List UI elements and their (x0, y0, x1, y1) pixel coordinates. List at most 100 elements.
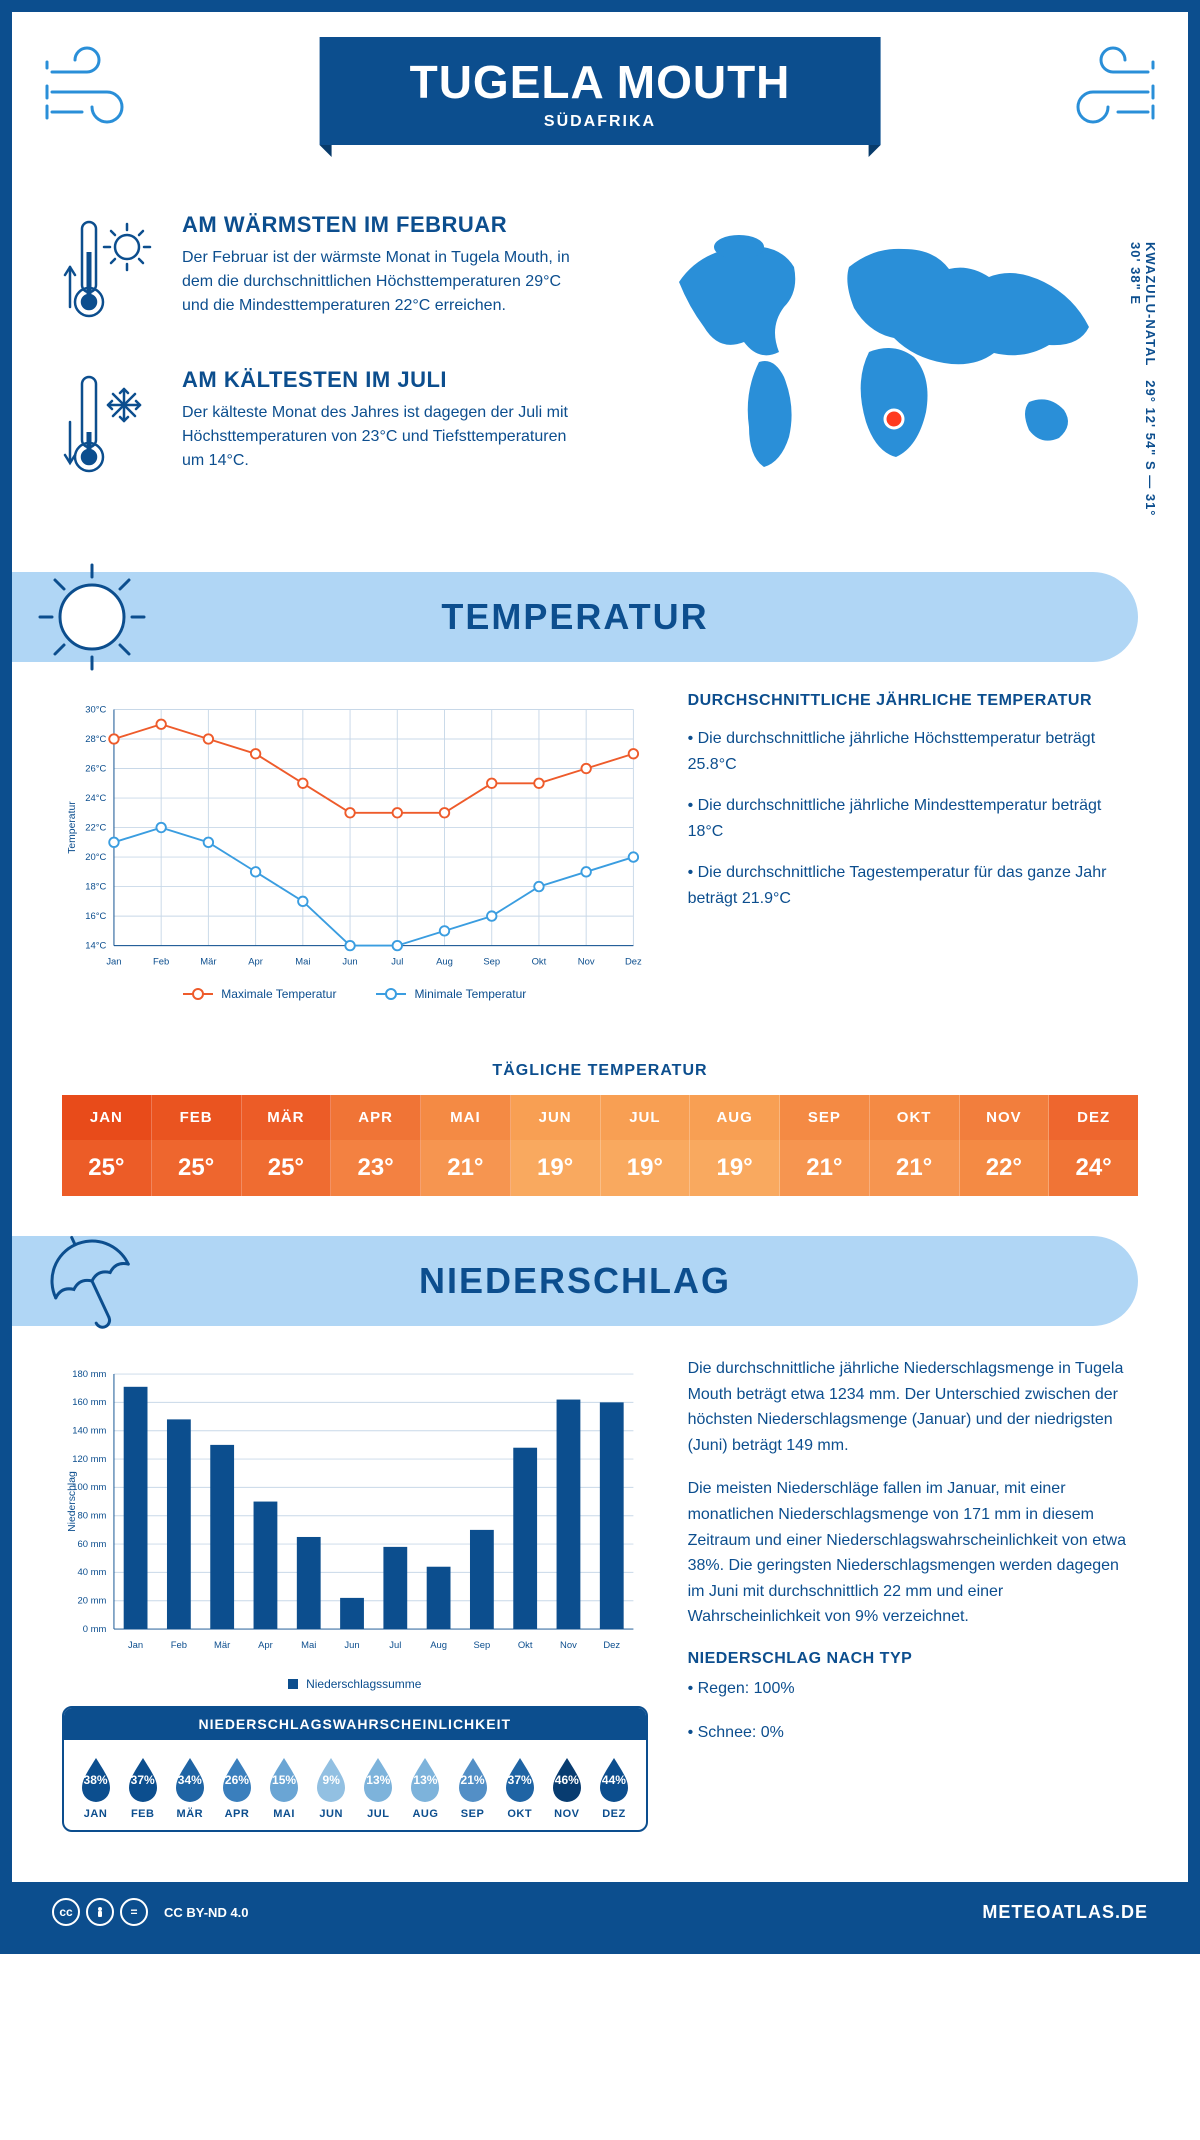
svg-text:Jan: Jan (106, 957, 121, 968)
svg-text:Temperatur: Temperatur (67, 801, 78, 854)
sun-icon (32, 557, 152, 677)
raindrop-icon: 26% (217, 1754, 257, 1802)
license-icons: cc = CC BY-ND 4.0 (52, 1898, 249, 1926)
svg-text:Mai: Mai (295, 957, 310, 968)
prob-item: 13% AUG (402, 1754, 449, 1820)
thermometer-cold-icon (62, 367, 162, 492)
month-header: MAI (421, 1095, 511, 1140)
page-subtitle: SÜDAFRIKA (410, 113, 791, 131)
svg-text:Mär: Mär (200, 957, 216, 968)
temp-bullet-2: • Die durchschnittliche jährliche Mindes… (688, 793, 1138, 844)
month-header: FEB (152, 1095, 242, 1140)
raindrop-icon: 37% (500, 1754, 540, 1802)
svg-text:14°C: 14°C (85, 940, 106, 951)
svg-text:80 mm: 80 mm (78, 1511, 107, 1522)
month-header: APR (331, 1095, 421, 1140)
raindrop-icon: 21% (453, 1754, 493, 1802)
prob-title: NIEDERSCHLAGSWAHRSCHEINLICHKEIT (64, 1708, 646, 1740)
temp-bullet-1: • Die durchschnittliche jährliche Höchst… (688, 726, 1138, 777)
daily-temp-table: JANFEBMÄRAPRMAIJUNJULAUGSEPOKTNOVDEZ 25°… (62, 1095, 1138, 1196)
umbrella-icon (32, 1221, 152, 1341)
month-value: 19° (690, 1140, 780, 1196)
svg-text:Okt: Okt (532, 957, 547, 968)
svg-text:Feb: Feb (171, 1640, 187, 1651)
section-title-precipitation: NIEDERSCHLAG (419, 1260, 731, 1302)
svg-text:Aug: Aug (436, 957, 453, 968)
month-value: 23° (331, 1140, 421, 1196)
temp-bullet-3: • Die durchschnittliche Tagestemperatur … (688, 860, 1138, 911)
month-header: AUG (690, 1095, 780, 1140)
coldest-title: AM KÄLTESTEN IM JULI (182, 367, 580, 393)
svg-text:Okt: Okt (518, 1640, 533, 1651)
svg-text:24°C: 24°C (85, 793, 106, 804)
svg-text:22°C: 22°C (85, 822, 106, 833)
prob-item: 37% FEB (119, 1754, 166, 1820)
temp-summary-title: DURCHSCHNITTLICHE JÄHRLICHE TEMPERATUR (688, 692, 1138, 710)
coldest-block: AM KÄLTESTEN IM JULI Der kälteste Monat … (62, 367, 580, 492)
warmest-body: Der Februar ist der wärmste Monat in Tug… (182, 246, 580, 318)
legend-max: Maximale Temperatur (183, 987, 336, 1001)
month-header: NOV (960, 1095, 1050, 1140)
svg-text:18°C: 18°C (85, 881, 106, 892)
svg-text:0 mm: 0 mm (83, 1624, 107, 1635)
svg-text:26°C: 26°C (85, 763, 106, 774)
svg-text:Mär: Mär (214, 1640, 230, 1651)
svg-text:Jul: Jul (389, 1640, 401, 1651)
rain-type-snow: • Schnee: 0% (688, 1720, 1138, 1746)
title-banner: TUGELA MOUTH SÜDAFRIKA (320, 37, 881, 145)
prob-item: 46% NOV (543, 1754, 590, 1820)
raindrop-icon: 9% (311, 1754, 351, 1802)
svg-text:Feb: Feb (153, 957, 169, 968)
month-value: 21° (870, 1140, 960, 1196)
rain-p2: Die meisten Niederschläge fallen im Janu… (688, 1476, 1138, 1630)
prob-item: 34% MÄR (166, 1754, 213, 1820)
footer: cc = CC BY-ND 4.0 METEOATLAS.DE (12, 1882, 1188, 1942)
svg-text:Apr: Apr (258, 1640, 273, 1651)
raindrop-icon: 15% (264, 1754, 304, 1802)
cc-icon: cc (52, 1898, 80, 1926)
raindrop-icon: 34% (170, 1754, 210, 1802)
page-title: TUGELA MOUTH (410, 55, 791, 109)
prob-item: 13% JUL (355, 1754, 402, 1820)
svg-text:Dez: Dez (625, 957, 642, 968)
month-header: JUN (511, 1095, 601, 1140)
svg-text:160 mm: 160 mm (72, 1397, 106, 1408)
svg-text:Jun: Jun (342, 957, 357, 968)
footer-brand: METEOATLAS.DE (982, 1902, 1148, 1923)
section-header-precipitation: NIEDERSCHLAG (12, 1236, 1138, 1326)
month-header: SEP (780, 1095, 870, 1140)
precipitation-text: Die durchschnittliche jährliche Niedersc… (688, 1356, 1138, 1832)
raindrop-icon: 38% (76, 1754, 116, 1802)
month-value: 24° (1049, 1140, 1138, 1196)
month-value: 25° (152, 1140, 242, 1196)
section-title-temperature: TEMPERATUR (441, 596, 708, 638)
legend-min: Minimale Temperatur (376, 987, 526, 1001)
svg-text:120 mm: 120 mm (72, 1454, 106, 1465)
license-text: CC BY-ND 4.0 (164, 1905, 249, 1920)
rain-type-title: NIEDERSCHLAG NACH TYP (688, 1650, 1138, 1668)
nd-icon: = (120, 1898, 148, 1926)
month-value: 19° (601, 1140, 691, 1196)
month-header: OKT (870, 1095, 960, 1140)
world-map-icon (620, 212, 1138, 492)
raindrop-icon: 13% (358, 1754, 398, 1802)
svg-text:60 mm: 60 mm (78, 1539, 107, 1550)
month-value: 25° (62, 1140, 152, 1196)
daily-temp-title: TÄGLICHE TEMPERATUR (12, 1062, 1188, 1080)
wind-icon-right (1038, 42, 1158, 137)
month-value: 25° (242, 1140, 332, 1196)
month-value: 21° (421, 1140, 511, 1196)
month-value: 19° (511, 1140, 601, 1196)
svg-text:Jun: Jun (344, 1640, 359, 1651)
svg-text:28°C: 28°C (85, 734, 106, 745)
section-header-temperature: TEMPERATUR (12, 572, 1138, 662)
month-header: DEZ (1049, 1095, 1138, 1140)
month-header: JAN (62, 1095, 152, 1140)
prob-item: 15% MAI (261, 1754, 308, 1820)
prob-item: 38% JAN (72, 1754, 119, 1820)
svg-text:40 mm: 40 mm (78, 1567, 107, 1578)
svg-text:16°C: 16°C (85, 911, 106, 922)
thermometer-hot-icon (62, 212, 162, 337)
month-value: 21° (780, 1140, 870, 1196)
prob-item: 44% DEZ (590, 1754, 637, 1820)
